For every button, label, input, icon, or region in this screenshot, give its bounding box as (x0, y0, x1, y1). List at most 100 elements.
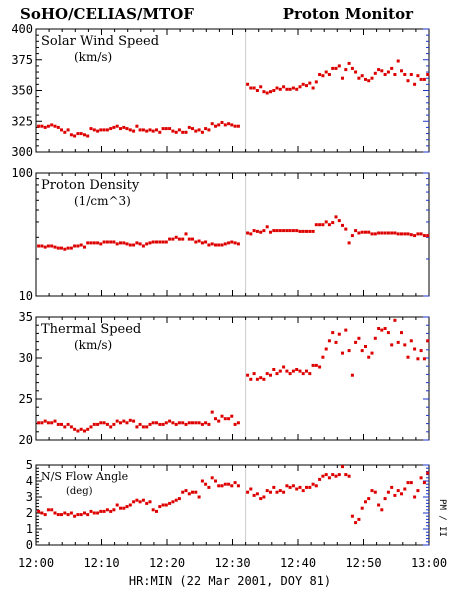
x-tick-label: 12:30 (214, 556, 250, 570)
series-points (37, 465, 430, 525)
data-point (204, 421, 208, 425)
data-point (145, 425, 149, 429)
data-point (354, 229, 358, 233)
data-point (233, 241, 237, 245)
data-point (252, 372, 256, 376)
data-point (177, 237, 181, 241)
data-point (92, 511, 96, 515)
data-point (252, 229, 256, 233)
data-point (344, 328, 348, 332)
data-point (151, 240, 155, 244)
data-point (50, 508, 54, 512)
data-point (37, 421, 41, 425)
y-tick-label: 20 (19, 433, 33, 447)
data-point (403, 487, 407, 491)
data-point (194, 129, 198, 133)
data-point (132, 419, 136, 423)
y-tick-label: 0 (26, 538, 33, 552)
data-point (422, 77, 426, 81)
data-point (76, 132, 80, 136)
data-point (109, 240, 113, 244)
data-point (63, 511, 67, 515)
data-point (148, 241, 152, 245)
y-tick-label: 100 (11, 166, 33, 180)
data-point (83, 429, 86, 433)
data-point (164, 240, 168, 244)
data-point (327, 476, 331, 480)
data-point (184, 422, 188, 426)
header-right-title: Proton Monitor (283, 5, 414, 23)
data-point (324, 220, 328, 224)
data-point (370, 76, 374, 80)
data-point (164, 127, 168, 131)
data-point (194, 240, 198, 244)
data-point (377, 68, 381, 72)
data-point (380, 328, 384, 332)
data-point (393, 73, 397, 76)
data-point (308, 485, 312, 489)
data-point (161, 422, 165, 426)
data-point (128, 418, 132, 422)
data-point (265, 91, 269, 95)
data-point (96, 511, 100, 515)
data-point (246, 82, 250, 86)
data-point (311, 482, 315, 486)
data-point (119, 127, 122, 131)
data-point (171, 129, 175, 133)
y-tick-label: 325 (11, 114, 33, 128)
data-point (86, 241, 90, 245)
data-point (230, 240, 234, 244)
data-point (255, 492, 259, 496)
data-point (161, 240, 165, 244)
data-point (308, 229, 312, 233)
data-point (377, 327, 381, 330)
data-point (122, 241, 126, 245)
data-point (334, 66, 338, 70)
data-point (350, 234, 354, 238)
data-point (210, 122, 214, 126)
y-tick-label: 1 (26, 522, 33, 536)
data-point (383, 327, 387, 330)
side-label: PM / II (437, 499, 447, 537)
data-point (393, 231, 397, 235)
data-point (259, 85, 263, 89)
data-point (347, 349, 351, 353)
data-point (409, 339, 413, 343)
data-point (386, 70, 390, 74)
data-point (295, 229, 299, 233)
y-tick-label: 4 (26, 474, 33, 488)
data-point (364, 230, 367, 234)
data-point (419, 476, 423, 480)
data-point (37, 244, 41, 248)
data-point (367, 355, 371, 359)
data-point (370, 489, 374, 493)
data-point (236, 124, 240, 128)
data-point (285, 484, 289, 488)
data-point (370, 351, 374, 355)
panel-unit: (km/s) (74, 50, 112, 64)
series-points (37, 215, 430, 251)
data-point (174, 130, 178, 134)
data-point (207, 243, 211, 247)
data-point (128, 128, 132, 132)
data-point (285, 369, 289, 373)
data-point (132, 243, 136, 247)
panel-speed: 300 325 350 375 400 Solar Wind Speed(km/s) (11, 22, 430, 159)
data-point (96, 422, 100, 426)
data-point (50, 421, 54, 425)
data-point (367, 497, 371, 501)
data-point (207, 422, 211, 426)
data-point (66, 422, 70, 426)
data-point (171, 237, 175, 241)
data-point (357, 76, 361, 80)
data-point (314, 223, 318, 227)
data-point (334, 474, 338, 478)
data-point (282, 229, 286, 233)
data-point (187, 492, 191, 496)
data-point (76, 429, 80, 433)
data-point (227, 417, 231, 421)
data-point (321, 223, 325, 227)
panel-title: Solar Wind Speed (41, 34, 159, 49)
data-point (135, 425, 139, 429)
